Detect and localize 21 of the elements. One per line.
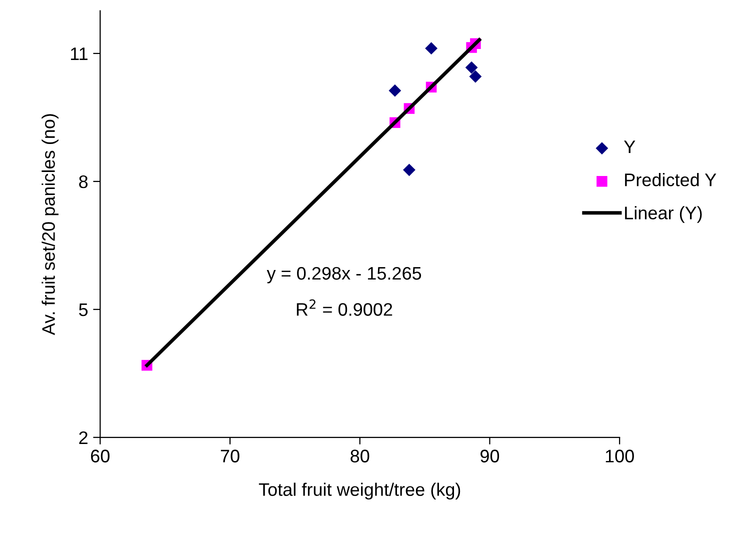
x-tick-label: 90 xyxy=(480,450,500,462)
point xyxy=(469,70,482,83)
point xyxy=(388,84,402,97)
y-tick-label: 2 xyxy=(79,431,88,444)
annotation: R$^{2}$ = 0.9002 xyxy=(296,299,392,316)
legend-label: Y xyxy=(624,140,636,154)
y-tick-label: 5 xyxy=(79,304,88,316)
point xyxy=(425,42,438,55)
x-tick-label: 100 xyxy=(606,450,634,462)
x-tick-label: 80 xyxy=(350,450,370,462)
point xyxy=(465,61,478,74)
annotation: y = 0.298x - 15.265 xyxy=(266,266,422,284)
legend-label: Linear (Y) xyxy=(625,206,702,223)
x-tick-label: 60 xyxy=(91,450,110,462)
y-axis-title: Av. fruit set/20 panicles (no) xyxy=(42,114,59,336)
point xyxy=(403,164,416,176)
y-tick-label: 8 xyxy=(79,175,88,188)
x-axis-title: Total fruit weight/tree (kg) xyxy=(258,482,460,500)
x-tick-label: 70 xyxy=(220,450,240,462)
legend-label: Predicted Y xyxy=(625,173,716,186)
y-tick-label: 11 xyxy=(70,48,88,60)
